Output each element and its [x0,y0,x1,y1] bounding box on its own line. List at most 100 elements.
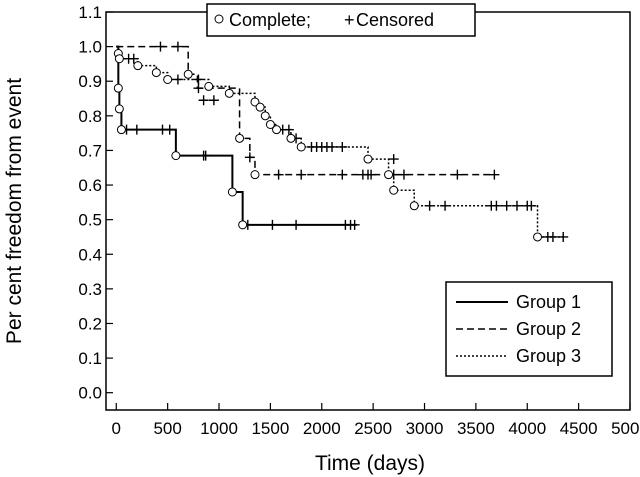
legend-label-group-3: Group 3 [516,346,581,366]
x-tick-label: 2500 [354,419,392,438]
complete-marker [533,232,543,242]
censored-marker [452,169,463,180]
censored-marker [491,200,502,211]
y-tick-label: 0.5 [78,211,102,230]
series-group-2 [116,41,500,180]
complete-marker [389,185,399,195]
complete-marker [265,119,275,129]
x-tick-label: 5000 [611,419,640,438]
censored-marker [200,150,211,161]
complete-marker [363,154,373,164]
censored-marker-icon: + [344,10,355,30]
y-tick-label: 0.2 [78,314,102,333]
complete-marker [113,83,123,93]
x-tick-label: 3500 [457,419,495,438]
censored-marker [388,154,399,165]
complete-marker-icon [214,14,224,24]
censored-marker [208,95,219,106]
x-axis-title: Time (days) [315,452,425,475]
complete-marker [286,133,296,143]
complete-marker [183,69,193,79]
censored-marker [172,74,183,85]
x-tick-label: 4000 [508,419,546,438]
complete-marker [114,54,124,64]
censored-marker [273,169,284,180]
x-tick-label: 500 [153,419,181,438]
censored-marker [337,169,348,180]
x-tick-label: 3000 [406,419,444,438]
censored-marker [283,124,294,135]
marker-legend-box [206,3,476,37]
censored-marker [131,124,142,135]
series-layer [113,41,569,242]
censored-marker [398,169,409,180]
censored-marker [511,200,522,211]
censored-marker [501,200,512,211]
y-tick-label: 0.3 [78,280,102,299]
complete-marker [116,125,126,135]
series-legend: Group 1 Group 2 Group 3 [445,281,613,377]
censored-marker [489,169,500,180]
legend-label-group-1: Group 1 [516,292,581,312]
complete-marker [384,170,394,180]
censored-marker [193,74,204,85]
censored-marker [172,41,183,52]
censored-marker [424,200,435,211]
censored-marker [296,169,307,180]
x-tick-label: 4500 [560,419,598,438]
complete-marker [250,170,260,180]
y-tick-label: 0.6 [78,176,102,195]
complete-label: Complete; [229,10,311,30]
censored-label: Censored [356,10,434,30]
complete-marker [235,133,245,143]
censored-marker [244,152,255,163]
censored-marker [327,141,338,152]
axis-ticks: 0.0 0.1 0.2 0.3 0.4 0.5 0.6 0.7 0.8 0.9 1.0 1.1 0 500… [78,3,640,438]
complete-marker [224,88,234,98]
complete-marker [204,81,214,91]
y-tick-label: 0.0 [78,384,102,403]
complete-marker [151,68,161,78]
complete-marker [114,104,124,114]
complete-marker [227,187,237,197]
censored-marker [267,219,278,230]
censored-marker [547,231,558,242]
complete-marker [171,151,181,161]
complete-marker [296,142,306,152]
y-tick-label: 0.8 [78,107,102,126]
censored-marker [337,141,348,152]
series-group-3 [113,45,569,242]
censored-marker [366,169,377,180]
censored-marker [558,231,569,242]
censored-marker [526,200,537,211]
legend-label-group-2: Group 2 [516,319,581,339]
censored-marker [128,53,139,64]
complete-marker [255,102,265,112]
y-tick-label: 0.1 [78,349,102,368]
series-group-1 [113,45,360,230]
step-line-group-2 [116,45,495,176]
complete-marker [238,220,248,230]
y-tick-label: 0.7 [78,141,102,160]
censored-marker [164,124,175,135]
censored-marker [155,41,166,52]
x-tick-label: 1000 [200,419,238,438]
complete-marker [272,125,282,135]
complete-marker [163,74,173,84]
x-tick-label: 1500 [251,419,289,438]
x-tick-label: 2000 [303,419,341,438]
complete-marker [260,111,270,121]
y-tick-label: 1.1 [78,3,102,22]
y-tick-label: 0.4 [78,245,102,264]
censored-marker [193,83,204,94]
marker-legend: Complete; + Censored [206,3,476,37]
censored-marker [349,219,360,230]
y-tick-label: 1.0 [78,38,102,57]
y-axis-title: Per cent freedom from event [3,78,26,344]
complete-marker [133,61,143,71]
censored-marker [291,219,302,230]
x-tick-label: 0 [112,419,121,438]
y-tick-label: 0.9 [78,72,102,91]
censored-marker [440,200,451,211]
